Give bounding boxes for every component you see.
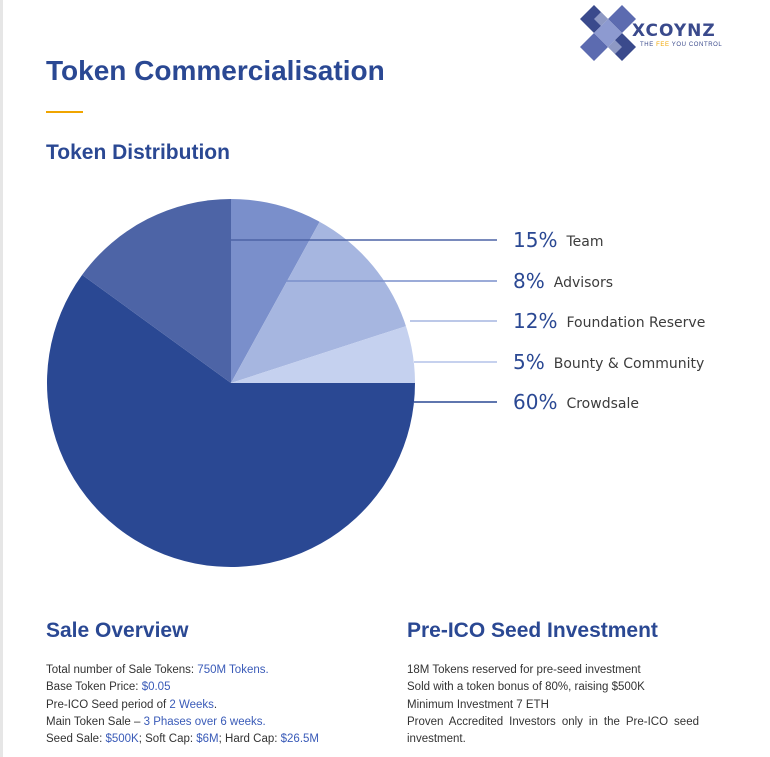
legend-value: 12% (513, 309, 557, 333)
pre-ico-line: Minimum Investment 7 ETH (407, 698, 549, 711)
brand-tagline: THE FEE YOU CONTROL (640, 42, 722, 48)
tagline-highlight: FEE (656, 42, 670, 48)
highlight-value: $6M (196, 733, 219, 746)
title-accent-bar (46, 111, 83, 113)
line-text: Pre-ICO Seed period of (46, 698, 170, 711)
legend-item-team: 15% Team (231, 228, 603, 252)
pie-slice-team (82, 199, 232, 383)
page-edge (0, 0, 3, 757)
pre-ico-line: 18M Tokens reserved for pre-seed investm… (407, 664, 641, 676)
sale-overview-line: Base Token Price: $0.05 (46, 679, 319, 696)
pie-quadrant-mask (231, 198, 417, 383)
pre-ico-title: Pre-ICO Seed Investment (407, 619, 658, 642)
legend-value: 5% (513, 350, 545, 374)
pie-slices (46, 198, 417, 568)
pre-ico-line: Proven Accredited Investors only in the … (407, 715, 699, 746)
legend-item-crowdsale: 60% Crowdsale (414, 390, 639, 414)
distribution-title: Token Distribution (46, 141, 230, 164)
highlight-value: $26.5M (280, 733, 319, 746)
highlight-value: $0.05 (141, 681, 171, 694)
legend-label: Foundation Reserve (566, 315, 705, 331)
pie-slice-advisors (231, 199, 333, 383)
highlight-value: $500K (105, 733, 139, 746)
highlight-value: 750M Tokens. (197, 664, 269, 676)
pre-ico-line: Sold with a token bonus of 80%, raising … (407, 681, 645, 694)
legend-item-bounty-community: 5% Bounty & Community (414, 350, 704, 374)
page-title: Token Commercialisation (46, 55, 385, 86)
line-text: Base Token Price: (46, 681, 142, 694)
pre-ico-body: 18M Tokens reserved for pre-seed investm… (407, 662, 699, 748)
legend-label: Advisors (554, 275, 613, 291)
brand-name: XCOYNZ (632, 21, 716, 41)
legend-value: 15% (513, 228, 557, 252)
legend-label: Crowdsale (566, 396, 639, 412)
line-text: Total number of Sale Tokens: (46, 664, 198, 676)
sale-overview-line: Total number of Sale Tokens: 750M Tokens… (46, 662, 319, 679)
highlight-value: 2 Weeks (169, 698, 214, 711)
legend-label: Bounty & Community (554, 356, 705, 372)
sale-overview-title: Sale Overview (46, 619, 189, 642)
legend-item-advisors: 8% Advisors (285, 269, 613, 293)
pie-slice-bounty-community (231, 323, 415, 383)
brand-logo: XCOYNZ THE FEE YOU CONTROL (580, 5, 740, 63)
line-text: ; Soft Cap: (138, 733, 197, 746)
legend-value: 8% (513, 269, 545, 293)
legend-label: Team (565, 234, 603, 250)
legend-item-foundation-reserve: 12% Foundation Reserve (410, 309, 705, 333)
highlight-value: 3 Phases over 6 weeks. (143, 715, 266, 728)
token-distribution-pie-chart: 15% Team 8% Advisors 12% Foundation Reserve 5%… (46, 198, 705, 568)
sale-overview-body: Total number of Sale Tokens: 750M Tokens… (46, 662, 319, 748)
sale-overview-line: Pre-ICO Seed period of 2 Weeks. (46, 697, 319, 714)
tagline-post: YOU CONTROL (671, 42, 723, 48)
line-text: Main Token Sale – (46, 715, 144, 728)
legend-value: 60% (513, 390, 557, 414)
tagline-pre: THE (640, 42, 654, 48)
sale-overview-line: Main Token Sale – 3 Phases over 6 weeks. (46, 714, 319, 731)
line-text: Seed Sale: (46, 733, 106, 746)
line-text: ; Hard Cap: (218, 733, 281, 746)
line-text: . (213, 698, 218, 711)
sale-overview-line: Seed Sale: $500K; Soft Cap: $6M; Hard Ca… (46, 731, 319, 748)
xcoynz-logo-icon (580, 5, 636, 61)
pie-slice-crowdsale (46, 274, 416, 568)
